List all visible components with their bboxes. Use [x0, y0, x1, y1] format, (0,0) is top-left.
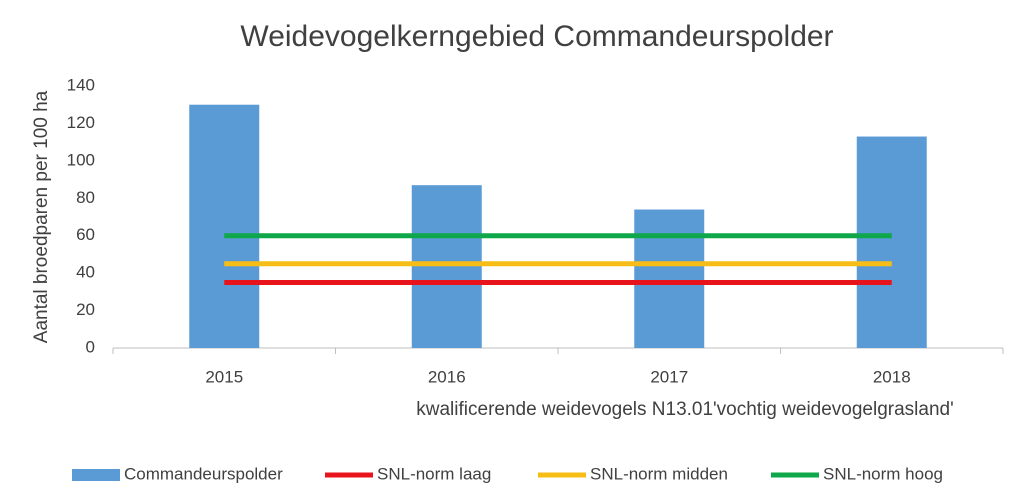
- bar: [856, 136, 927, 348]
- legend-label: SNL-norm hoog: [823, 464, 943, 483]
- y-tick-label: 20: [76, 300, 95, 319]
- y-axis-label: Aantal broedparen per 100 ha: [31, 90, 52, 343]
- y-tick-label: 100: [67, 150, 95, 169]
- x-tick-label: 2016: [428, 367, 466, 386]
- x-tick-label: 2017: [650, 367, 688, 386]
- y-tick-label: 0: [86, 337, 95, 356]
- legend-label: SNL-norm midden: [590, 464, 728, 483]
- legend-swatch: [72, 469, 120, 481]
- legend-label: SNL-norm laag: [377, 464, 491, 483]
- y-tick-label: 120: [67, 113, 95, 132]
- y-tick-label: 40: [76, 263, 95, 282]
- bar: [411, 185, 482, 348]
- legend-label: Commandeurspolder: [124, 464, 283, 483]
- chart-title: Weidevogelkerngebied Commandeurspolder: [240, 20, 833, 53]
- x-tick-label: 2018: [873, 367, 911, 386]
- y-tick-label: 60: [76, 225, 95, 244]
- x-axis-label: kwalificerende weidevogels N13.01'vochti…: [416, 399, 953, 420]
- y-tick-label: 140: [67, 75, 95, 94]
- y-tick-label: 80: [76, 188, 95, 207]
- bar: [634, 209, 705, 348]
- x-tick-label: 2015: [205, 367, 243, 386]
- bar: [189, 104, 260, 348]
